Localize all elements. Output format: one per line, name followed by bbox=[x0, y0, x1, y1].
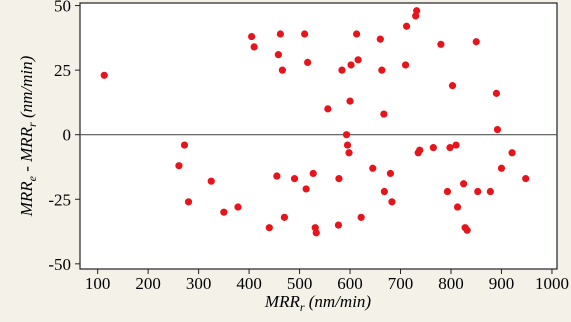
y-tick-label: 0 bbox=[63, 126, 72, 145]
data-points bbox=[100, 7, 530, 237]
data-point bbox=[345, 149, 353, 157]
data-point bbox=[369, 164, 377, 172]
data-point bbox=[357, 213, 365, 221]
data-point bbox=[100, 71, 108, 79]
data-point bbox=[250, 43, 258, 51]
data-point bbox=[280, 213, 289, 221]
data-point bbox=[335, 175, 343, 183]
data-point bbox=[493, 125, 502, 134]
data-point bbox=[346, 97, 354, 105]
data-point bbox=[324, 105, 332, 113]
data-point bbox=[452, 141, 460, 149]
data-point bbox=[354, 56, 362, 64]
data-point bbox=[508, 149, 516, 157]
y-tick-label: -25 bbox=[48, 190, 71, 209]
x-tick-label: 400 bbox=[236, 274, 262, 293]
data-point bbox=[446, 144, 454, 152]
data-point bbox=[448, 82, 457, 90]
data-point bbox=[234, 203, 242, 211]
data-point bbox=[388, 198, 396, 206]
data-point bbox=[265, 224, 273, 232]
plot-area bbox=[79, 2, 558, 270]
data-point bbox=[429, 144, 437, 152]
y-axis-ticks: -50 -25 0 25 50 bbox=[48, 0, 80, 274]
data-point bbox=[276, 30, 284, 38]
data-point bbox=[220, 208, 228, 216]
data-point bbox=[522, 175, 530, 183]
data-point bbox=[302, 185, 310, 193]
data-point bbox=[175, 162, 183, 170]
y-tick-label: 50 bbox=[54, 0, 71, 16]
data-point bbox=[460, 180, 468, 188]
x-tick-label: 900 bbox=[489, 274, 515, 293]
data-point bbox=[416, 146, 424, 154]
data-point bbox=[278, 66, 287, 74]
data-point bbox=[453, 203, 462, 211]
x-tick-label: 800 bbox=[438, 274, 464, 293]
data-point bbox=[376, 35, 384, 43]
data-point bbox=[413, 7, 421, 15]
data-point bbox=[380, 187, 388, 196]
y-tick-label: 25 bbox=[54, 61, 71, 80]
y-axis-title: MRRe - MRRr (nm/min) bbox=[17, 55, 39, 217]
x-tick-label: 600 bbox=[337, 274, 363, 293]
data-point bbox=[309, 169, 317, 178]
data-point bbox=[401, 61, 410, 69]
data-point bbox=[402, 22, 411, 30]
data-point bbox=[273, 172, 281, 180]
data-point bbox=[312, 229, 320, 237]
x-tick-label: 500 bbox=[287, 274, 313, 293]
data-point bbox=[353, 30, 361, 38]
x-tick-label: 200 bbox=[135, 274, 161, 293]
data-point bbox=[184, 198, 193, 206]
x-tick-label: 100 bbox=[85, 274, 111, 293]
data-point bbox=[497, 164, 506, 172]
x-tick-label: 300 bbox=[186, 274, 212, 293]
y-tick-label: -50 bbox=[48, 255, 71, 274]
data-point bbox=[492, 89, 501, 97]
data-point bbox=[386, 169, 395, 178]
x-axis-ticks: 100 200 300 400 500 600 700 800 900 1000 bbox=[85, 269, 569, 293]
data-point bbox=[443, 187, 452, 196]
data-point bbox=[180, 141, 189, 149]
data-point bbox=[378, 66, 386, 74]
data-point bbox=[301, 30, 309, 38]
data-point bbox=[207, 177, 215, 185]
x-tick-label: 700 bbox=[388, 274, 414, 293]
data-point bbox=[347, 61, 355, 69]
data-point bbox=[290, 175, 299, 183]
x-tick-label: 1000 bbox=[535, 274, 569, 293]
data-point bbox=[343, 141, 352, 149]
data-point bbox=[474, 187, 482, 196]
data-point bbox=[437, 40, 445, 48]
data-point bbox=[486, 187, 494, 196]
data-point bbox=[304, 58, 312, 66]
data-point bbox=[472, 38, 480, 46]
x-axis-title: MRRr (nm/min) bbox=[264, 292, 372, 314]
data-point bbox=[274, 51, 282, 59]
data-point bbox=[380, 110, 388, 118]
data-point bbox=[463, 226, 471, 234]
data-point bbox=[334, 221, 343, 229]
data-point bbox=[248, 32, 256, 41]
data-point bbox=[342, 131, 351, 139]
data-point bbox=[338, 66, 346, 74]
